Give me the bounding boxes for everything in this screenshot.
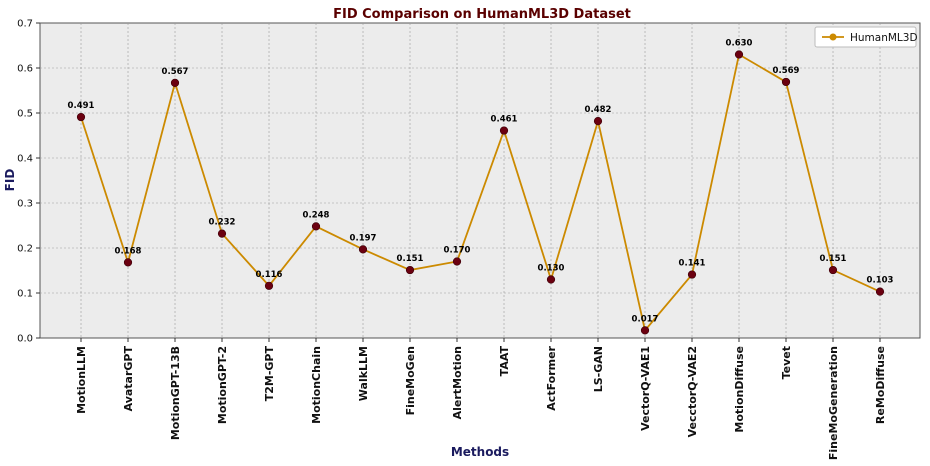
data-point	[781, 77, 791, 87]
y-tick-label: 0.7	[17, 19, 33, 30]
y-tick-label: 0.5	[17, 109, 33, 120]
y-tick-label: 0.0	[17, 334, 33, 345]
data-label: 0.168	[115, 246, 142, 256]
x-tick-label: TAAT	[498, 346, 511, 377]
data-point	[875, 287, 885, 296]
series-group	[76, 50, 885, 335]
data-point	[828, 265, 838, 275]
x-tick-label: T2M-GPT	[263, 346, 276, 402]
data-point	[499, 126, 509, 135]
x-tick-label: ActFormer	[545, 345, 558, 410]
data-label: 0.567	[162, 67, 189, 77]
data-point	[452, 257, 462, 266]
y-tick-label: 0.1	[17, 289, 33, 300]
data-point	[264, 281, 274, 290]
x-tick-label: MotionChain	[310, 346, 323, 424]
data-point	[405, 265, 415, 275]
data-point	[123, 258, 133, 267]
y-axis-title: FID	[3, 169, 17, 192]
data-label: 0.017	[632, 314, 659, 324]
chart-title: FID Comparison on HumanML3D Dataset	[333, 7, 631, 22]
x-tick-label: ReMoDiffuse	[874, 346, 887, 424]
x-tick-label: FineMoGen	[404, 346, 417, 415]
data-label: 0.116	[256, 270, 283, 280]
data-labels: 0.491 0.168 0.567 0.232 0.116 0.248 0.197 0.151…	[68, 39, 894, 325]
data-label: 0.170	[444, 246, 471, 256]
data-label: 0.151	[397, 254, 424, 264]
x-tick-label: AlertMotion	[451, 346, 464, 419]
x-tick-label: MotionGPT-2	[216, 346, 229, 424]
data-label: 0.151	[820, 254, 847, 264]
y-tick-label: 0.4	[17, 154, 33, 165]
data-label: 0.569	[773, 66, 800, 76]
x-tick-label: MotionDiffuse	[733, 346, 746, 433]
data-point	[640, 326, 650, 335]
data-label: 0.141	[679, 259, 706, 269]
data-label: 0.232	[209, 218, 236, 228]
data-label: 0.630	[726, 39, 753, 49]
legend: HumanML3D	[814, 26, 918, 48]
x-tick-label: AvatarGPT	[122, 346, 135, 412]
legend-box	[814, 26, 917, 48]
legend-marker-swatch	[829, 33, 837, 41]
data-point	[593, 116, 603, 126]
x-axis-title: Methods	[451, 445, 509, 459]
data-point	[546, 275, 556, 284]
x-tick-label: MotionGPT-13B	[169, 346, 182, 440]
data-label: 0.197	[350, 233, 377, 243]
data-point	[734, 50, 744, 59]
x-tick-label: MotionLLM	[75, 346, 88, 414]
x-tick-label: VecctorQ-VAE2	[686, 346, 699, 437]
x-tick-label: WalkLLM	[357, 346, 370, 401]
x-tick-label: LS-GAN	[592, 346, 605, 392]
data-label: 0.130	[538, 264, 565, 274]
grid-lines	[40, 23, 920, 338]
data-label: 0.461	[491, 115, 518, 125]
x-tick-label: VectorQ-VAE1	[639, 346, 652, 431]
data-point	[217, 229, 227, 238]
data-point	[76, 112, 86, 122]
x-tick-label: Tevet	[780, 346, 793, 379]
legend-label: HumanML3D	[850, 32, 918, 44]
data-label: 0.482	[585, 105, 612, 115]
x-tick-label: FineMoGeneration	[827, 346, 840, 460]
data-point	[358, 245, 368, 254]
y-tick-label: 0.2	[17, 244, 33, 255]
data-label: 0.103	[867, 276, 894, 286]
data-point	[687, 270, 697, 279]
data-label: 0.248	[303, 210, 330, 220]
x-axis-ticks: MotionLLM AvatarGPT MotionGPT-13B MotionGPT…	[75, 338, 887, 460]
data-point	[311, 222, 321, 231]
y-tick-label: 0.6	[17, 64, 33, 75]
data-label: 0.491	[68, 101, 95, 111]
y-tick-label: 0.3	[17, 199, 33, 210]
series-line	[80, 53, 881, 333]
y-axis-ticks: 0.0 0.1 0.2 0.3 0.4 0.5 0.6 0.7	[17, 19, 40, 345]
data-point	[170, 78, 180, 87]
